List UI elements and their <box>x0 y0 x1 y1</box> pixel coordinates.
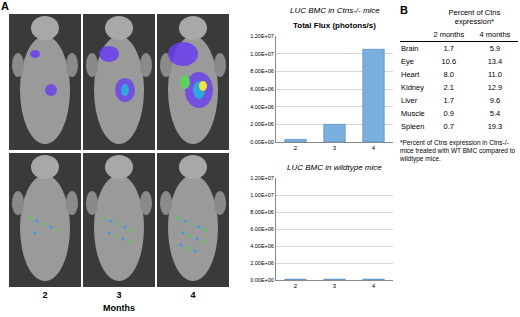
svg-text:1.00E+07: 1.00E+07 <box>250 51 274 57</box>
html-text:12.9: 12.9 <box>487 83 503 92</box>
html-text:11.0: 11.0 <box>487 70 502 79</box>
html-text:5.9: 5.9 <box>489 44 501 53</box>
html-text:2.1: 2.1 <box>443 83 454 92</box>
svg-text:A: A <box>1 0 9 12</box>
svg-text:0.00E+00: 0.00E+00 <box>250 139 274 145</box>
html-text:Brain: Brain <box>401 44 419 53</box>
html-text:Percent of Ctns expression*: Percent of Ctns expression* <box>448 8 501 26</box>
html-text:Muscle: Muscle <box>401 109 425 118</box>
html-text:1.7: 1.7 <box>443 96 454 105</box>
svg-text:1.20E+07: 1.20E+07 <box>250 33 274 39</box>
svg-text:Total Flux (photons/s): Total Flux (photons/s) <box>293 21 376 30</box>
html-text:Kidney: Kidney <box>401 83 424 92</box>
svg-text:6.00E+06: 6.00E+06 <box>250 86 274 92</box>
html-text:19.3: 19.3 <box>487 122 503 131</box>
svg-text:2.00E+06: 2.00E+06 <box>250 260 274 266</box>
svg-text:8.00E+06: 8.00E+06 <box>250 209 274 215</box>
html-text:13.4: 13.4 <box>487 57 503 66</box>
svg-text:3: 3 <box>333 145 337 151</box>
svg-text:4: 4 <box>190 290 195 300</box>
html-text:Eye: Eye <box>401 57 414 66</box>
svg-text:4.00E+06: 4.00E+06 <box>250 243 274 249</box>
html-text:0.7: 0.7 <box>443 122 454 131</box>
html-text:5.4: 5.4 <box>489 109 501 118</box>
html-text:8.0: 8.0 <box>443 70 454 79</box>
html-text:0.9: 0.9 <box>443 109 454 118</box>
html-text:2 months: 2 months <box>433 30 465 39</box>
svg-text:4.00E+06: 4.00E+06 <box>250 104 274 110</box>
svg-text:1.00E+07: 1.00E+07 <box>250 192 274 198</box>
svg-text:8.00E+06: 8.00E+06 <box>250 68 274 74</box>
html-text:10.6: 10.6 <box>441 57 457 66</box>
svg-text:2.00E+06: 2.00E+06 <box>250 121 274 127</box>
svg-text:2: 2 <box>294 283 298 289</box>
svg-text:3: 3 <box>333 283 337 289</box>
svg-text:4: 4 <box>372 145 376 151</box>
svg-text:2: 2 <box>294 145 298 151</box>
html-text:4 months: 4 months <box>479 30 511 39</box>
html-text:Heart: Heart <box>401 70 420 79</box>
html-text:1.7: 1.7 <box>443 44 454 53</box>
svg-text:LUC BMC in Ctns-/- mice: LUC BMC in Ctns-/- mice <box>290 6 380 15</box>
svg-text:LUC BMC in wildtype mice: LUC BMC in wildtype mice <box>287 163 382 172</box>
html-text:9.6: 9.6 <box>489 96 501 105</box>
html-text:Spleen: Spleen <box>401 122 425 131</box>
html-text:B: B <box>400 4 408 16</box>
svg-text:6.00E+06: 6.00E+06 <box>250 226 274 232</box>
svg-text:4: 4 <box>372 283 376 289</box>
svg-text:0.00E+00: 0.00E+00 <box>250 277 274 283</box>
html-text:*Percent of Ctns expression in: *Percent of Ctns expression in Ctns-/- m… <box>400 139 516 162</box>
svg-text:Months: Months <box>103 303 135 313</box>
svg-text:1.20E+07: 1.20E+07 <box>250 175 274 181</box>
html-text:Liver: Liver <box>401 96 418 105</box>
svg-text:3: 3 <box>116 290 121 300</box>
svg-text:2: 2 <box>42 290 47 300</box>
